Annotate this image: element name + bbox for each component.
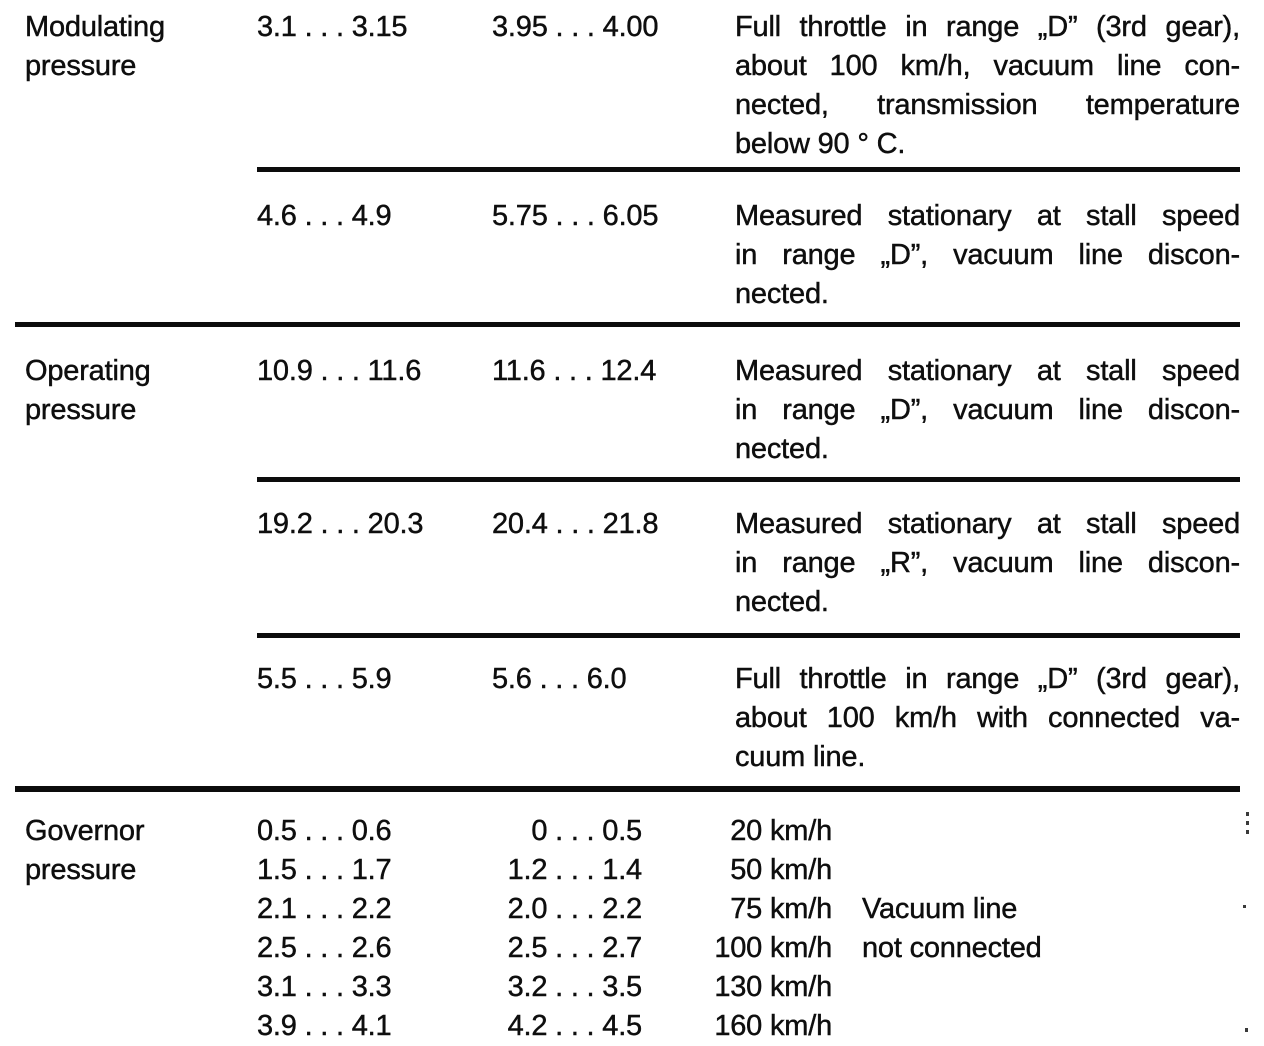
table-row: 2.5 . . . 2.6 2.5 . . . 2.7 100 km/h not… xyxy=(25,929,1240,968)
speed-value: 100 km/h xyxy=(714,932,832,964)
governor-pressure-section: Governor 0.5 . . . 0.6 0 . . . 0.5 20 km… xyxy=(25,792,1240,1046)
description-line: nected. xyxy=(735,586,829,618)
row-description: Full throttle in range „D” (3rd gear), a… xyxy=(735,660,1241,777)
row-description: Measured stationary at stall speed in ra… xyxy=(735,197,1241,314)
pressure-value-a: 4.6 . . . 4.9 xyxy=(257,200,392,232)
scan-speck xyxy=(1246,812,1249,816)
row-divider xyxy=(257,477,1240,482)
pressure-value-b: 3.2 . . . 3.5 xyxy=(507,971,642,1003)
row-label xyxy=(25,660,257,661)
table-row: pressure 1.5 . . . 1.7 1.2 . . . 1.4 50 … xyxy=(25,851,1240,890)
table-row: Governor 0.5 . . . 0.6 0 . . . 0.5 20 km… xyxy=(25,812,1240,851)
description-line: in range „D”, vacuum line discon- xyxy=(735,239,1241,271)
description-line: nected, transmission temperature xyxy=(735,89,1241,121)
row-label-line: Governor xyxy=(25,815,145,847)
description-line: Full throttle in range „D” (3rd gear), xyxy=(735,663,1241,695)
row-label xyxy=(25,505,257,506)
row-label-line: pressure xyxy=(25,394,137,426)
table-row: 3.1 . . . 3.3 3.2 . . . 3.5 130 km/h xyxy=(25,968,1240,1007)
pressure-value-b: 1.2 . . . 1.4 xyxy=(507,854,642,886)
row-divider xyxy=(257,167,1240,172)
row-label-line: Modulating xyxy=(25,11,166,43)
pressure-value-a: 5.5 . . . 5.9 xyxy=(257,663,392,695)
row-divider xyxy=(257,633,1240,638)
description-line: about 100 km/h with connected va- xyxy=(735,702,1241,734)
description-line: in range „D”, vacuum line discon- xyxy=(735,394,1241,426)
table-row: 5.5 . . . 5.9 5.6 . . . 6.0 Full throttl… xyxy=(25,638,1241,786)
speed-value: 160 km/h xyxy=(714,1010,832,1042)
speed-value: 130 km/h xyxy=(714,971,832,1003)
row-description: Full throttle in range „D” (3rd gear), a… xyxy=(735,8,1241,164)
pressure-value-b: 5.6 . . . 6.0 xyxy=(492,663,627,695)
table-row: 19.2 . . . 20.3 20.4 . . . 21.8 Measured… xyxy=(25,482,1241,633)
table-row: Modulating pressure 3.1 . . . 3.15 3.95 … xyxy=(25,0,1241,167)
section-divider xyxy=(15,786,1240,792)
pressure-value-a: 19.2 . . . 20.3 xyxy=(257,508,424,540)
row-label-line: pressure xyxy=(25,50,137,82)
pressure-value-a: 2.5 . . . 2.6 xyxy=(257,932,392,964)
description-line: Measured stationary at stall speed xyxy=(735,200,1241,232)
speed-value: 75 km/h xyxy=(730,893,832,925)
condition-note: Vacuum line xyxy=(862,893,1018,925)
pressure-value-a: 10.9 . . . 11.6 xyxy=(257,355,422,387)
description-line: cuum line. xyxy=(735,741,866,773)
pressure-value-b: 11.6 . . . 12.4 xyxy=(492,355,657,387)
pressure-value-a: 3.1 . . . 3.3 xyxy=(257,971,392,1003)
description-line: in range „R”, vacuum line discon- xyxy=(735,547,1241,579)
pressure-value-b: 0 . . . 0.5 xyxy=(531,815,642,847)
row-description: Measured stationary at stall speed in ra… xyxy=(735,505,1241,622)
pressure-value-b: 2.5 . . . 2.7 xyxy=(507,932,642,964)
table-row: 2.1 . . . 2.2 2.0 . . . 2.2 75 km/h Vacu… xyxy=(25,890,1240,929)
description-line: nected. xyxy=(735,433,829,465)
scan-speck xyxy=(1245,1028,1248,1032)
speed-value: 20 km/h xyxy=(730,815,832,847)
scan-speck xyxy=(1246,821,1249,825)
scan-speck xyxy=(1246,830,1249,834)
description-line: Full throttle in range „D” (3rd gear), xyxy=(735,11,1241,43)
pressure-value-b: 4.2 . . . 4.5 xyxy=(507,1010,642,1042)
pressure-value-a: 0.5 . . . 0.6 xyxy=(257,815,392,847)
scan-speck xyxy=(1243,905,1246,908)
description-line: Measured stationary at stall speed xyxy=(735,355,1241,387)
pressure-value-a: 3.9 . . . 4.1 xyxy=(257,1010,392,1042)
pressure-value-a: 2.1 . . . 2.2 xyxy=(257,893,392,925)
row-label: Modulating pressure xyxy=(25,8,257,86)
description-line: nected. xyxy=(735,278,829,310)
section-divider xyxy=(15,322,1240,327)
row-label-line: pressure xyxy=(25,854,137,886)
pressure-value-b: 20.4 . . . 21.8 xyxy=(492,508,659,540)
description-line: about 100 km/h, vacuum line con- xyxy=(735,50,1241,82)
row-description: Measured stationary at stall speed in ra… xyxy=(735,352,1241,469)
row-label: Operating pressure xyxy=(25,352,257,430)
table-row: 3.9 . . . 4.1 4.2 . . . 4.5 160 km/h xyxy=(25,1007,1240,1046)
table-row: Operating pressure 10.9 . . . 11.6 11.6 … xyxy=(25,327,1241,477)
pressure-value-b: 5.75 . . . 6.05 xyxy=(492,200,659,232)
pressure-value-a: 1.5 . . . 1.7 xyxy=(257,854,392,886)
row-label xyxy=(25,197,257,198)
description-line: Measured stationary at stall speed xyxy=(735,508,1241,540)
row-label-line: Operating xyxy=(25,355,151,387)
pressure-value-a: 3.1 . . . 3.15 xyxy=(257,11,408,43)
pressure-value-b: 3.95 . . . 4.00 xyxy=(492,11,659,43)
condition-note: not connected xyxy=(862,932,1042,964)
description-line: below 90 ° C. xyxy=(735,128,906,160)
pressure-value-b: 2.0 . . . 2.2 xyxy=(507,893,642,925)
speed-value: 50 km/h xyxy=(730,854,832,886)
table-row: 4.6 . . . 4.9 5.75 . . . 6.05 Measured s… xyxy=(25,172,1241,322)
